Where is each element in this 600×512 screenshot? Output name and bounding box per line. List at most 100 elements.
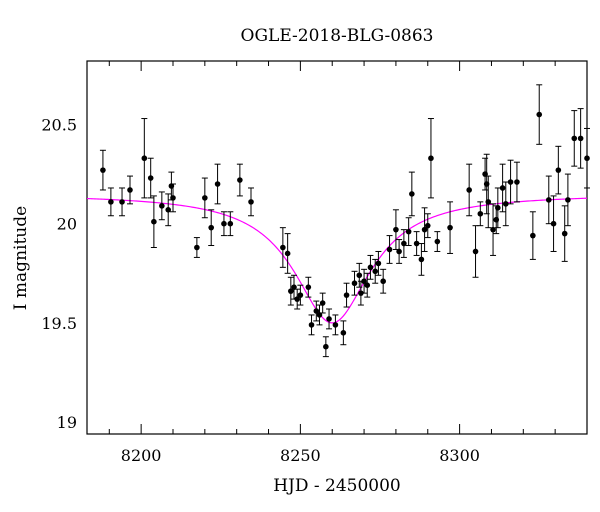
point-marker xyxy=(447,224,453,231)
data-point xyxy=(564,173,571,227)
data-point xyxy=(291,274,298,300)
data-point xyxy=(99,149,106,191)
data-point xyxy=(380,268,387,294)
point-marker xyxy=(364,282,371,288)
point-marker xyxy=(434,238,441,245)
data-point xyxy=(305,276,312,298)
data-point xyxy=(236,163,243,197)
point-marker xyxy=(367,264,374,271)
point-marker xyxy=(351,280,358,287)
point-marker xyxy=(490,226,496,233)
data-point xyxy=(396,239,403,264)
data-point xyxy=(297,284,304,306)
data-point xyxy=(150,195,157,248)
data-point xyxy=(372,258,379,284)
point-marker xyxy=(340,330,347,336)
point-marker xyxy=(332,322,339,328)
data-point xyxy=(147,157,154,199)
axes: 8200 8250 8300 19 19.5 20 20.5 xyxy=(41,60,588,465)
data-point xyxy=(227,211,234,237)
point-marker xyxy=(151,218,157,225)
data-point xyxy=(466,163,473,217)
point-marker xyxy=(248,199,254,205)
point-marker xyxy=(127,187,133,193)
data-point xyxy=(287,276,294,306)
point-marker xyxy=(343,292,350,298)
point-marker xyxy=(584,155,590,162)
point-marker xyxy=(214,181,221,187)
data-point xyxy=(357,280,364,306)
data-point xyxy=(536,84,543,145)
point-marker xyxy=(294,296,300,302)
point-marker xyxy=(194,244,200,251)
y-axis-label: I magnitude xyxy=(11,206,31,310)
data-point xyxy=(107,187,114,217)
point-marker xyxy=(208,224,215,231)
y-tick-label: 20 xyxy=(57,215,77,234)
point-marker xyxy=(170,195,176,201)
data-point xyxy=(584,127,590,189)
data-point xyxy=(424,213,431,239)
point-marker xyxy=(313,308,320,314)
point-marker xyxy=(499,185,506,191)
point-marker xyxy=(545,197,552,203)
data-point xyxy=(208,209,215,247)
point-marker xyxy=(319,300,326,306)
point-marker xyxy=(202,195,208,201)
point-marker xyxy=(396,248,402,255)
data-point xyxy=(158,191,165,221)
point-marker xyxy=(375,260,382,267)
point-marker xyxy=(288,288,294,294)
point-marker xyxy=(485,199,492,205)
point-marker xyxy=(550,220,557,227)
point-marker xyxy=(361,278,367,285)
point-marker xyxy=(227,220,234,227)
data-point xyxy=(248,187,255,217)
data-point xyxy=(392,209,399,250)
x-tick-label: 8300 xyxy=(439,446,480,465)
data-point xyxy=(413,231,420,256)
point-marker xyxy=(555,167,562,173)
data-point xyxy=(364,272,371,298)
data-point xyxy=(400,229,407,258)
point-marker xyxy=(418,256,425,263)
point-marker xyxy=(409,191,415,197)
point-marker xyxy=(237,177,243,183)
data-point xyxy=(477,201,484,227)
point-marker xyxy=(514,179,520,185)
data-point xyxy=(193,237,200,258)
data-point xyxy=(529,211,536,260)
x-tick-label: 8200 xyxy=(121,446,162,465)
point-marker xyxy=(284,250,291,257)
point-marker xyxy=(358,290,364,296)
point-marker xyxy=(530,232,536,239)
data-point xyxy=(571,110,578,167)
y-tick-label: 20.5 xyxy=(41,115,77,134)
point-marker xyxy=(280,244,286,251)
data-point xyxy=(165,193,172,227)
data-point xyxy=(545,175,552,225)
point-marker xyxy=(536,111,543,118)
point-marker xyxy=(472,248,479,255)
point-marker xyxy=(108,199,114,205)
point-marker xyxy=(100,167,106,173)
data-point xyxy=(367,254,374,280)
data-point xyxy=(418,243,425,276)
data-point xyxy=(427,118,434,199)
point-marker xyxy=(119,199,125,205)
point-marker xyxy=(305,284,312,290)
data-point xyxy=(577,108,584,169)
point-marker xyxy=(147,175,154,181)
data-point xyxy=(319,292,326,314)
data-point xyxy=(502,181,509,227)
point-marker xyxy=(502,201,509,207)
point-marker xyxy=(386,246,393,253)
data-point xyxy=(313,300,320,322)
data-point xyxy=(214,163,221,205)
data-point xyxy=(507,159,514,205)
data-point xyxy=(322,336,329,358)
point-marker xyxy=(308,322,315,328)
point-marker xyxy=(356,272,363,279)
point-marker xyxy=(316,312,323,318)
data-point xyxy=(141,118,148,199)
